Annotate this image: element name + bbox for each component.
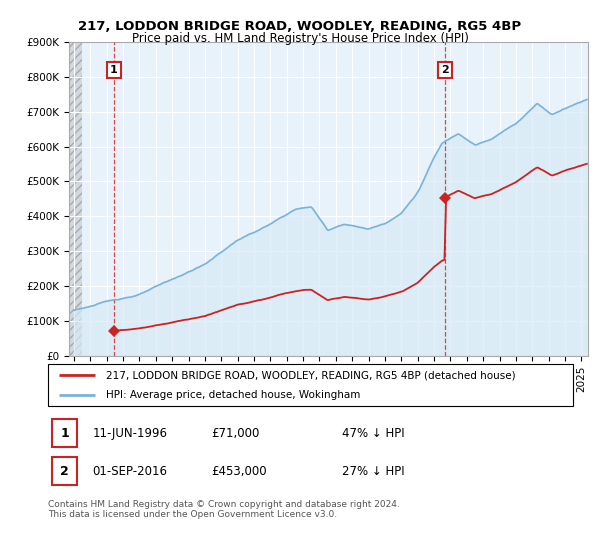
FancyBboxPatch shape xyxy=(52,419,77,447)
Text: 27% ↓ HPI: 27% ↓ HPI xyxy=(342,465,404,478)
Text: 1: 1 xyxy=(61,427,69,440)
Text: Price paid vs. HM Land Registry's House Price Index (HPI): Price paid vs. HM Land Registry's House … xyxy=(131,32,469,45)
Text: 11-JUN-1996: 11-JUN-1996 xyxy=(92,427,167,440)
Text: 217, LODDON BRIDGE ROAD, WOODLEY, READING, RG5 4BP: 217, LODDON BRIDGE ROAD, WOODLEY, READIN… xyxy=(79,20,521,32)
Text: HPI: Average price, detached house, Wokingham: HPI: Average price, detached house, Woki… xyxy=(106,390,360,400)
Text: £453,000: £453,000 xyxy=(211,465,266,478)
Text: 47% ↓ HPI: 47% ↓ HPI xyxy=(342,427,404,440)
Text: £71,000: £71,000 xyxy=(211,427,259,440)
Text: 217, LODDON BRIDGE ROAD, WOODLEY, READING, RG5 4BP (detached house): 217, LODDON BRIDGE ROAD, WOODLEY, READIN… xyxy=(106,370,515,380)
Polygon shape xyxy=(69,42,82,356)
Text: 2: 2 xyxy=(61,465,69,478)
FancyBboxPatch shape xyxy=(48,364,573,406)
Text: 01-SEP-2016: 01-SEP-2016 xyxy=(92,465,167,478)
Text: 2: 2 xyxy=(441,65,449,75)
FancyBboxPatch shape xyxy=(52,457,77,486)
Text: 1: 1 xyxy=(110,65,118,75)
Text: Contains HM Land Registry data © Crown copyright and database right 2024.
This d: Contains HM Land Registry data © Crown c… xyxy=(48,500,400,519)
